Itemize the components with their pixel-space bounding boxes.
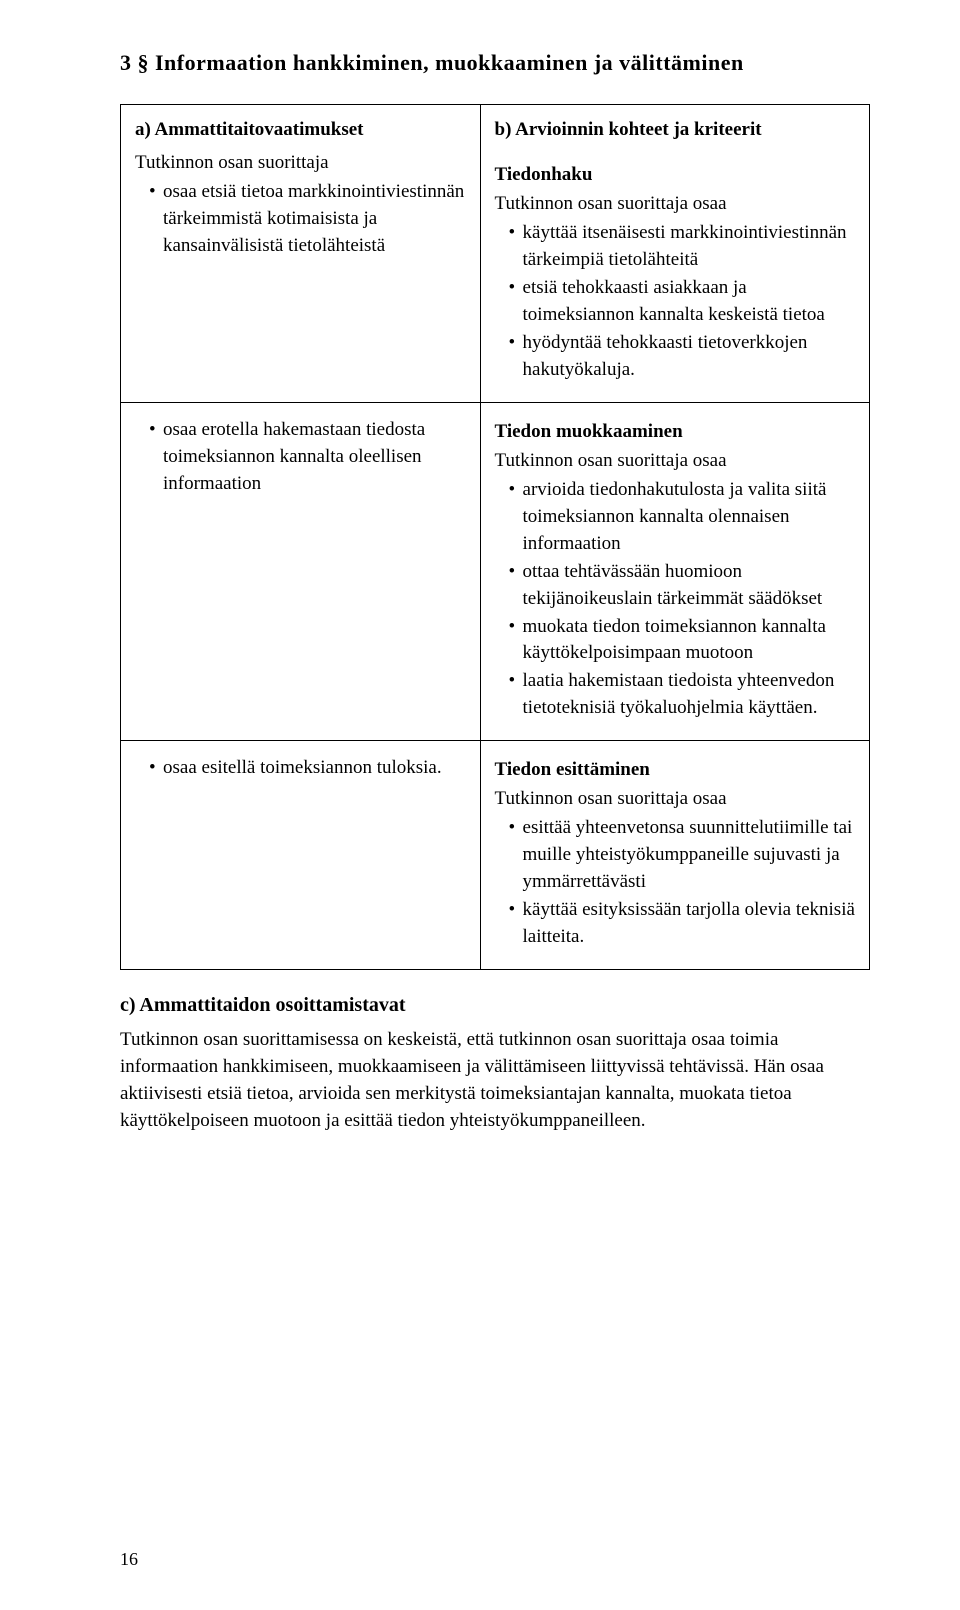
col-b-subheading: Tiedon muokkaaminen (495, 419, 855, 446)
col-b-list: esittää yhteenvetonsa suunnittelu­tiimil… (495, 815, 855, 951)
cell-b2: Tiedon muokkaaminen Tutkinnon osan suori… (480, 402, 869, 741)
table-row: osaa erotella hakemastaan tiedosta toime… (121, 402, 870, 741)
list-item: hyödyntää tehokkaasti tieto­verkkojen ha… (509, 330, 855, 384)
col-b-intro: Tutkinnon osan suorittaja osaa (495, 786, 855, 813)
list-item: arvioida tiedonhakutulosta ja valita sii… (509, 477, 855, 558)
col-b-list: arvioida tiedonhakutulosta ja valita sii… (495, 477, 855, 723)
page: 3 § Informaation hankkiminen, muokkaamin… (0, 0, 960, 1610)
section-c-heading: c) Ammattitaidon osoittamistavat (120, 994, 870, 1017)
list-item: osaa etsiä tietoa markkinointi­viestinnä… (149, 179, 466, 260)
cell-a3: osaa esitellä toimeksiannon tuloksia. (121, 741, 481, 970)
list-item: etsiä tehokkaasti asiakkaan ja toimeksia… (509, 275, 855, 329)
col-b-title: b) Arvioinnin kohteet ja kriteerit (495, 117, 855, 144)
list-item: ottaa tehtävässään huomioon tekijänoikeu… (509, 559, 855, 613)
section-heading: 3 § Informaation hankkiminen, muokkaamin… (120, 50, 870, 76)
cell-a1: a) Ammattitaitovaatimukset Tutkinnon osa… (121, 105, 481, 403)
requirements-table: a) Ammattitaitovaatimukset Tutkinnon osa… (120, 104, 870, 970)
list-item: muokata tiedon toimeksiannon kannalta kä… (509, 614, 855, 668)
list-item: osaa erotella hakemastaan tiedosta toime… (149, 417, 466, 498)
list-item: esittää yhteenvetonsa suunnittelu­tiimil… (509, 815, 855, 896)
col-a-intro: Tutkinnon osan suorittaja (135, 150, 466, 177)
list-item: käyttää esityksissään tarjolla olevia te… (509, 897, 855, 951)
list-item: laatia hakemistaan tiedoista yhteen­vedo… (509, 668, 855, 722)
table-row: osaa esitellä toimeksiannon tuloksia. Ti… (121, 741, 870, 970)
list-item: käyttää itsenäisesti markkinointi­viesti… (509, 220, 855, 274)
col-a-list: osaa esitellä toimeksiannon tuloksia. (135, 755, 466, 782)
col-b-subheading: Tiedonhaku (495, 162, 855, 189)
col-b-list: käyttää itsenäisesti markkinointi­viesti… (495, 220, 855, 384)
col-a-list: osaa erotella hakemastaan tiedosta toime… (135, 417, 466, 498)
list-item: osaa esitellä toimeksiannon tuloksia. (149, 755, 466, 782)
col-a-title: a) Ammattitaitovaatimukset (135, 117, 466, 144)
cell-b1: b) Arvioinnin kohteet ja kriteerit Tiedo… (480, 105, 869, 403)
col-a-list: osaa etsiä tietoa markkinointi­viestinnä… (135, 179, 466, 260)
page-number: 16 (120, 1549, 138, 1570)
section-c-body: Tutkinnon osan suorittamisessa on keskei… (120, 1027, 870, 1135)
col-b-intro: Tutkinnon osan suorittaja osaa (495, 191, 855, 218)
col-b-intro: Tutkinnon osan suorittaja osaa (495, 448, 855, 475)
table-row: a) Ammattitaitovaatimukset Tutkinnon osa… (121, 105, 870, 403)
col-b-subheading: Tiedon esittäminen (495, 757, 855, 784)
cell-b3: Tiedon esittäminen Tutkinnon osan suorit… (480, 741, 869, 970)
cell-a2: osaa erotella hakemastaan tiedosta toime… (121, 402, 481, 741)
